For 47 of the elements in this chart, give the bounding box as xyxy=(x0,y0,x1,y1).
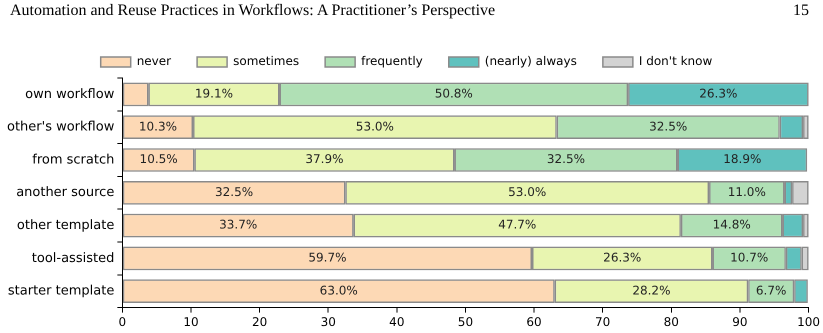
data-label: 10.3% xyxy=(138,119,177,134)
x-tick-label: 20 xyxy=(252,314,268,329)
x-tick-label: 10 xyxy=(183,314,199,329)
legend-label: (nearly) always xyxy=(484,54,577,68)
legend-label: frequently xyxy=(361,54,423,68)
data-label: 37.9% xyxy=(305,152,344,166)
x-tick-label: 40 xyxy=(389,314,404,329)
data-label: 32.5% xyxy=(649,119,688,134)
chart-title: Automation and Reuse Practices in Workflows: A Practitioner’s Perspective xyxy=(10,2,496,21)
data-label: 50.8% xyxy=(434,86,473,101)
x-tick-label: 60 xyxy=(526,314,542,329)
data-label: 63.0% xyxy=(320,283,358,298)
data-label: 53.0% xyxy=(356,119,394,134)
y-tick-label: starter template xyxy=(8,284,114,299)
data-label: 19.1% xyxy=(194,86,234,101)
data-label: 33.7% xyxy=(219,218,258,232)
text: 15 xyxy=(793,2,809,21)
data-label: 47.7% xyxy=(498,218,536,232)
y-tick-label: other's workflow xyxy=(6,120,115,135)
data-label: 59.7% xyxy=(308,250,346,265)
x-tick-label: 50 xyxy=(458,314,474,329)
x-tick-label: 90 xyxy=(732,314,748,329)
data-label: 26.3% xyxy=(699,86,738,101)
legend-label: never xyxy=(136,54,172,68)
data-label: 26.3% xyxy=(603,250,642,265)
data-label: 10.5% xyxy=(140,152,178,166)
y-tick-label: another source xyxy=(16,185,114,200)
x-tick-label: 80 xyxy=(664,314,679,329)
data-label: 32.5% xyxy=(546,152,586,166)
x-tick-label: 30 xyxy=(320,314,336,329)
y-tick-label: from scratch xyxy=(32,152,114,168)
x-tick-label: 0 xyxy=(118,314,126,329)
data-label: 10.7% xyxy=(730,250,768,265)
data-label: 28.2% xyxy=(632,283,670,298)
data-label: 32.5% xyxy=(215,184,254,199)
y-tick-label: tool-assisted xyxy=(32,250,114,266)
data-label: 18.9% xyxy=(723,152,762,166)
y-tick-label: own workflow xyxy=(25,86,115,102)
x-tick-label: 70 xyxy=(595,314,610,329)
data-label: 14.8% xyxy=(712,218,751,232)
x-tick-label: 100 xyxy=(797,314,820,329)
data-label: 6.7% xyxy=(756,283,786,298)
legend-label: sometimes xyxy=(233,54,300,68)
legend-label: I don't know xyxy=(638,54,712,68)
data-label: 11.0% xyxy=(728,184,766,199)
data-label: 53.0% xyxy=(508,184,546,199)
y-tick-label: other template xyxy=(16,218,114,233)
